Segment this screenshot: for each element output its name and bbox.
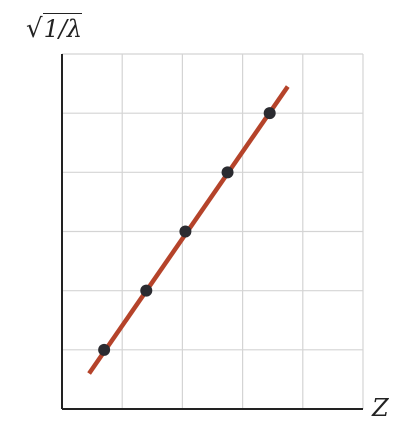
y-axis-label: √1/λ (26, 13, 83, 44)
data-point (179, 225, 192, 238)
grid-lines (62, 53, 364, 409)
data-point (221, 166, 234, 179)
x-axis-label: Z (372, 394, 389, 422)
axes (61, 54, 363, 410)
data-point (140, 284, 153, 297)
data-point (98, 343, 111, 356)
data-points (98, 107, 276, 356)
data-point (263, 107, 276, 120)
